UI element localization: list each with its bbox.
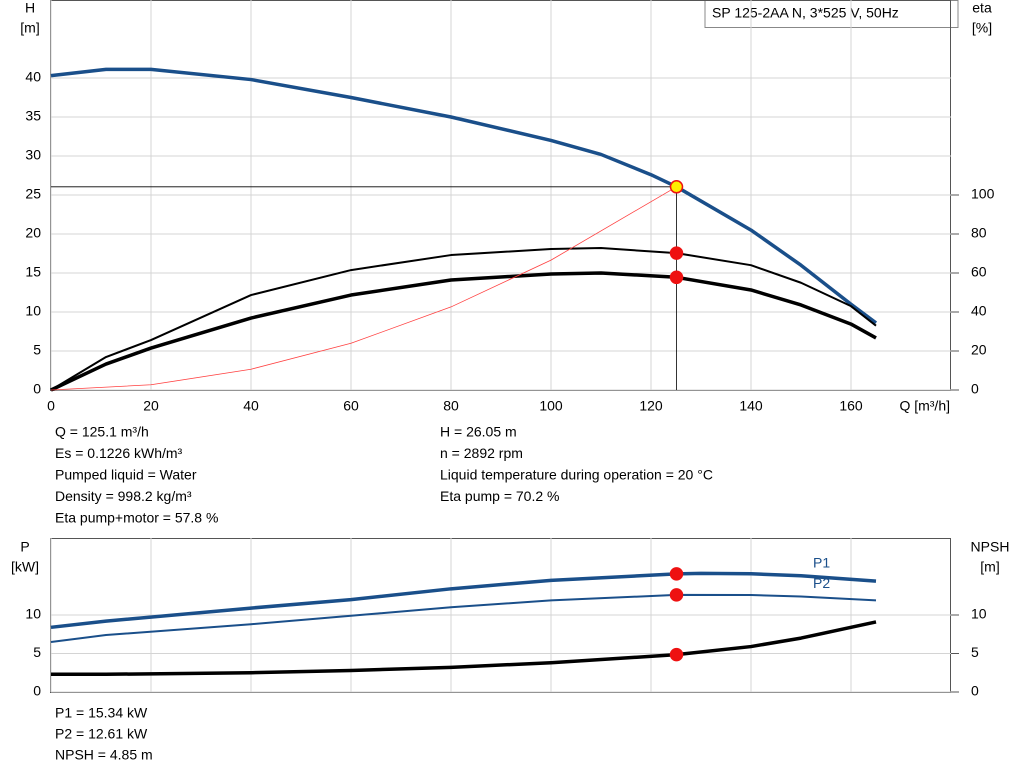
x-tick-label: 60	[343, 398, 359, 414]
title-box	[704, 0, 959, 28]
y2-tick-label: 80	[971, 225, 987, 241]
y2-tick-label: 40	[971, 303, 987, 319]
series-line	[50, 593, 877, 643]
series-line	[50, 67, 878, 325]
duty-marker	[669, 588, 684, 602]
readout: Es = 0.1226 kWh/m³	[55, 445, 183, 461]
series-line	[50, 247, 877, 391]
y-tick-label: 10	[25, 606, 41, 622]
y-tick-label: 5	[33, 342, 41, 358]
y-tick-label: 0	[33, 683, 41, 699]
y-axis-label: H	[25, 0, 35, 16]
y-tick-label: 30	[25, 147, 41, 163]
x-tick-label: 100	[539, 398, 563, 414]
y-tick-label: 35	[25, 108, 41, 124]
x-tick-label: 40	[243, 398, 259, 414]
x-tick-label: 140	[739, 398, 763, 414]
y2-tick-label: 20	[971, 342, 987, 358]
series-line	[50, 271, 877, 392]
series-label: P2	[813, 575, 830, 591]
readout: P2 = 12.61 kW	[55, 726, 148, 742]
y-tick-label: 5	[33, 644, 41, 660]
y2-axis-label: [m]	[980, 559, 999, 575]
readout: Q = 125.1 m³/h	[55, 424, 149, 440]
x-axis-label: Q [m³/h]	[899, 398, 950, 414]
readout: n = 2892 rpm	[440, 445, 523, 461]
series-line	[50, 571, 877, 630]
y-tick-label: 10	[25, 303, 41, 319]
x-tick-label: 160	[839, 398, 863, 414]
y-tick-label: 40	[25, 69, 41, 85]
y-tick-label: 25	[25, 186, 41, 202]
readout: NPSH = 4.85 m	[55, 747, 153, 763]
y2-axis-label: eta	[972, 0, 992, 16]
series-line	[51, 620, 877, 677]
readout: Eta pump = 70.2 %	[440, 488, 559, 504]
y2-axis-label: NPSH	[971, 539, 1010, 555]
x-tick-label: 20	[143, 398, 159, 414]
y-axis-label: [m]	[20, 20, 39, 36]
y2-tick-label: 5	[971, 644, 979, 660]
duty-marker	[669, 270, 684, 285]
readout: H = 26.05 m	[440, 424, 517, 440]
duty-marker	[669, 567, 684, 581]
readout: Liquid temperature during operation = 20…	[440, 467, 713, 483]
x-tick-label: 0	[47, 398, 55, 414]
y2-tick-label: 100	[971, 186, 995, 202]
y2-tick-label: 60	[971, 264, 987, 280]
y-axis-label: [kW]	[11, 559, 39, 575]
y2-tick-label: 0	[971, 683, 979, 699]
y-tick-label: 0	[33, 381, 41, 397]
duty-marker	[669, 180, 684, 194]
chart-title: SP 125-2AA N, 3*525 V, 50Hz	[712, 5, 899, 21]
y-tick-label: 15	[25, 264, 41, 280]
readout: P1 = 15.34 kW	[55, 705, 148, 721]
x-tick-label: 80	[443, 398, 459, 414]
series-label: P1	[813, 554, 830, 570]
readout: Density = 998.2 kg/m³	[55, 488, 192, 504]
readout: Eta pump+motor = 57.8 %	[55, 510, 218, 526]
y2-tick-label: 10	[971, 606, 987, 622]
y2-axis-label: [%]	[972, 20, 992, 36]
series-line	[50, 186, 677, 391]
y-axis-label: P	[20, 539, 29, 555]
duty-marker	[669, 647, 684, 662]
y-tick-label: 20	[25, 225, 41, 241]
duty-marker	[669, 246, 684, 260]
x-tick-label: 120	[639, 398, 663, 414]
readout: Pumped liquid = Water	[55, 467, 197, 483]
y2-tick-label: 0	[971, 381, 979, 397]
